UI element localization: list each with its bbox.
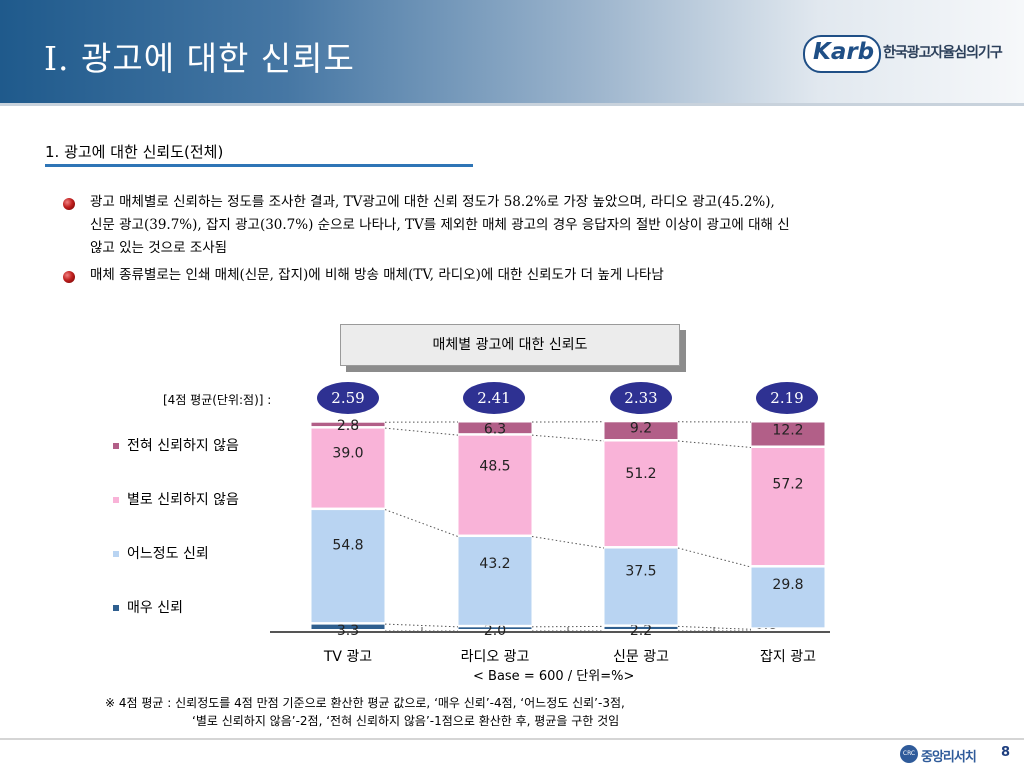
data-label: 3.3 <box>337 623 359 639</box>
average-badge-tv: 2.59 <box>317 382 379 414</box>
legend-swatch <box>113 443 119 449</box>
legend-item-none: 전혀 신뢰하지 않음 <box>113 435 239 455</box>
page-number: 8 <box>1001 745 1011 760</box>
legend-swatch <box>113 551 119 557</box>
legend-label: 어느정도 신뢰 <box>127 546 209 562</box>
bullet-1-line-2: 신문 광고(39.7%), 잡지 광고(30.7%) 순으로 나타나, TV를 … <box>90 217 790 233</box>
section-underline <box>45 164 473 167</box>
legend-item-very: 매우 신뢰 <box>113 597 183 617</box>
x-tick-label: 신문 광고 <box>613 649 669 665</box>
data-label: 6.3 <box>484 422 506 438</box>
footnote-line-1: ※ 4점 평균 : 신뢰정도를 4점 만점 기준으로 환산한 평균 값으로, ‘… <box>105 696 625 710</box>
legend-swatch <box>113 497 119 503</box>
x-tick-label: 라디오 광고 <box>461 649 530 665</box>
average-badge-magazine: 2.19 <box>756 382 818 414</box>
section-title: 1. 광고에 대한 신뢰도(전체) <box>45 143 224 161</box>
bar-segment <box>457 536 533 626</box>
bullet-2-line-1: 매체 종류별로는 인쇄 매체(신문, 잡지)에 비해 방송 매체(TV, 라디오… <box>90 267 664 283</box>
bullet-icon <box>63 271 75 283</box>
legend-item-not-much: 별로 신뢰하지 않음 <box>113 489 239 509</box>
data-label: 37.5 <box>625 563 656 579</box>
legend-swatch <box>113 605 119 611</box>
connector-line <box>677 440 752 448</box>
data-label: 12.2 <box>772 423 803 439</box>
bar-segment <box>603 547 679 626</box>
average-badge-radio: 2.41 <box>463 382 525 414</box>
data-label: 2.2 <box>630 623 652 639</box>
bar-segment <box>603 440 679 548</box>
connector-line <box>531 434 605 442</box>
bullet-1-line-3: 않고 있는 것으로 조사됨 <box>90 240 228 256</box>
footer-divider <box>0 738 1024 740</box>
bullet-1-line-1: 광고 매체별로 신뢰하는 정도를 조사한 결과, TV광고에 대한 신뢰 정도가… <box>90 194 775 210</box>
bar-segment <box>457 434 533 536</box>
karb-logo: Karb 한국광고자율심의기구 <box>803 33 1023 75</box>
data-label: 39.0 <box>332 446 363 462</box>
karb-logo-mark: Karb <box>803 35 881 73</box>
crc-logo-text: 중앙리서치 <box>921 750 977 765</box>
connector-line <box>531 536 605 549</box>
bar-segment <box>457 626 533 631</box>
bar-segment <box>457 421 533 435</box>
data-label: 2.0 <box>484 623 506 639</box>
footnote-line-2: ‘별로 신뢰하지 않음’-2점, ‘전혀 신뢰하지 않음’-1점으로 환산한 후… <box>192 714 620 728</box>
bar-segment <box>750 628 826 631</box>
x-tick-label: 잡지 광고 <box>760 649 816 665</box>
legend-label: 전혀 신뢰하지 않음 <box>127 438 239 454</box>
karb-logo-mark-text: Karb <box>813 39 875 65</box>
data-label: 51.2 <box>625 466 656 482</box>
bar-segment <box>750 566 826 629</box>
bar-segment <box>603 421 679 441</box>
base-note: < Base = 600 / 단위=%> <box>473 669 635 684</box>
connector-line <box>384 427 459 436</box>
bar-segment <box>750 421 826 447</box>
data-label: 9.2 <box>630 421 652 437</box>
legend-item-somewhat: 어느정도 신뢰 <box>113 543 209 563</box>
bar-segment <box>310 509 386 624</box>
chart-title: 매체별 광고에 대한 신뢰도 <box>340 324 680 366</box>
connector-line <box>384 623 459 628</box>
bar-segment <box>310 427 386 509</box>
karb-logo-text: 한국광고자율심의기구 <box>883 45 1003 61</box>
bar-segment <box>310 421 386 428</box>
crc-logo-mark: CRC <box>900 745 918 763</box>
page-title: Ⅰ. 광고에 대한 신뢰도 <box>44 39 355 78</box>
average-label: [4점 평균(단위:점)] : <box>163 393 272 407</box>
connector-line <box>384 509 459 538</box>
bar-segment <box>310 623 386 631</box>
legend-label: 매우 신뢰 <box>127 600 183 616</box>
bullet-icon <box>63 198 75 210</box>
legend-label: 별로 신뢰하지 않음 <box>127 492 239 508</box>
data-label: 54.8 <box>332 538 363 554</box>
connector-line <box>677 625 752 630</box>
data-label: 29.8 <box>772 577 803 593</box>
x-tick-label: TV 광고 <box>323 649 372 665</box>
data-label: 43.2 <box>479 556 510 572</box>
average-badge-newspaper: 2.33 <box>610 382 672 414</box>
data-label: 57.2 <box>772 476 803 492</box>
bar-segment <box>603 625 679 630</box>
data-label: 48.5 <box>479 459 510 475</box>
bar-segment <box>750 446 826 567</box>
data-label: 2.8 <box>337 418 359 434</box>
header-divider <box>0 103 1024 106</box>
connector-line <box>677 547 752 568</box>
